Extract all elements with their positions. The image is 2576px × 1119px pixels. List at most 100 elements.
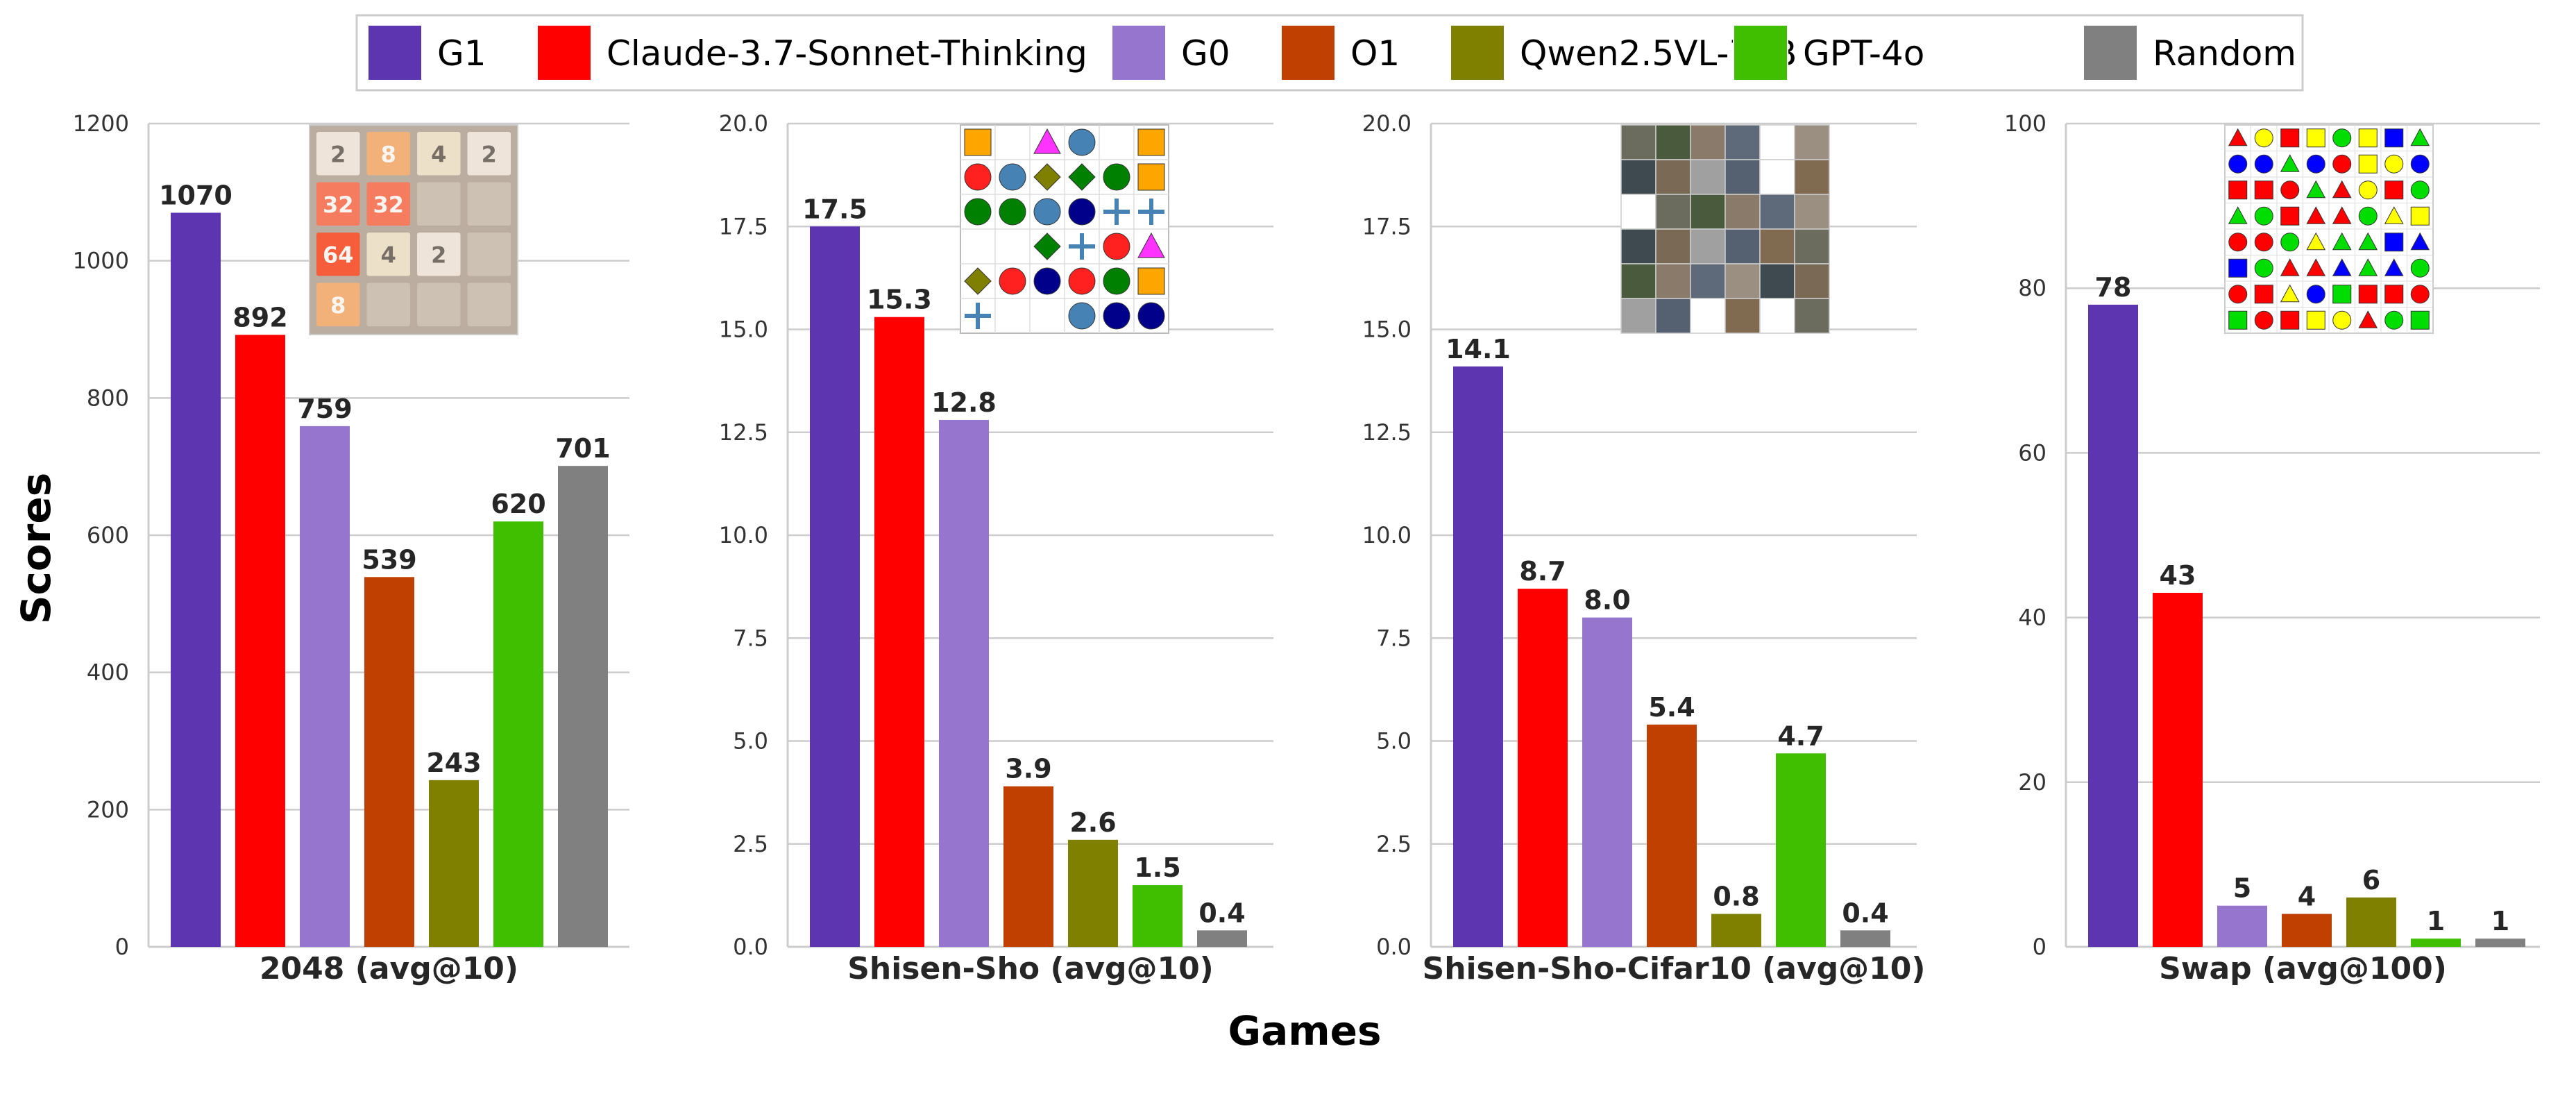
photo-tile xyxy=(1725,298,1761,334)
value-label: 1.5 xyxy=(1134,852,1180,883)
square-piece xyxy=(2228,258,2248,278)
photo-tile xyxy=(1794,159,1830,195)
board-cell xyxy=(2407,307,2434,334)
triangle-piece xyxy=(2332,180,2352,199)
tile xyxy=(467,233,511,276)
circle-piece xyxy=(2358,180,2378,200)
y-tick-label: 10.0 xyxy=(719,522,768,548)
value-label: 14.1 xyxy=(1446,334,1511,364)
legend-swatch xyxy=(1450,24,1505,81)
inset-2048-board: 2 8 4 2 32 32 64 4 2 8 xyxy=(309,124,518,335)
plus-piece xyxy=(965,303,991,329)
y-tick-label: 1000 xyxy=(73,248,129,274)
legend-swatch xyxy=(536,24,592,81)
tile xyxy=(366,182,410,226)
photo-tile xyxy=(1725,263,1761,299)
bar-o1 xyxy=(2282,914,2332,947)
square-piece xyxy=(2358,285,2378,304)
photo-tile xyxy=(1620,228,1656,264)
y-tick-label: 20.0 xyxy=(719,110,768,137)
circle-piece xyxy=(2332,154,2352,174)
diamond-piece xyxy=(1068,163,1096,191)
bar-claude-3.7-sonnet-thinking xyxy=(874,317,924,948)
triangle-piece xyxy=(2384,206,2404,224)
inset-shisen-sho-board xyxy=(960,124,1169,334)
square-piece xyxy=(1137,267,1165,295)
diamond-piece xyxy=(964,267,992,295)
y-tick-label: 800 xyxy=(87,385,129,411)
photo-tile xyxy=(1620,159,1656,195)
square-piece xyxy=(2254,180,2273,200)
category-label: Shisen-Sho (avg@10) xyxy=(847,951,1214,986)
y-tick-label: 7.5 xyxy=(733,625,768,651)
value-label: 4 xyxy=(2298,882,2316,912)
square-piece xyxy=(2384,128,2404,148)
triangle-piece xyxy=(2332,232,2352,251)
square-piece xyxy=(2410,206,2430,226)
value-label: 892 xyxy=(232,302,287,333)
value-label: 17.5 xyxy=(802,194,867,224)
inset-swap-board xyxy=(2224,124,2434,334)
y-tick-label: 20 xyxy=(2018,769,2047,796)
square-piece xyxy=(2228,310,2248,330)
square-piece xyxy=(2384,233,2404,252)
legend-item-2: G0 xyxy=(1111,24,1230,81)
bar-g0 xyxy=(2217,905,2267,947)
bar-g0 xyxy=(1582,617,1632,947)
circle-piece xyxy=(2410,258,2430,278)
legend-label: G0 xyxy=(1181,33,1230,74)
y-tick-label: 12.5 xyxy=(719,419,768,446)
y-tick-label: 15.0 xyxy=(719,317,768,343)
tile xyxy=(417,132,461,176)
legend-item-5: GPT-4o xyxy=(1733,24,1924,81)
tile-value: 4 xyxy=(431,141,446,167)
square-piece xyxy=(1137,128,1165,156)
square-piece xyxy=(2280,310,2300,330)
value-label: 243 xyxy=(426,748,481,778)
photo-tile xyxy=(1655,263,1691,299)
square-piece xyxy=(1137,163,1165,191)
value-label: 0.4 xyxy=(1842,898,1888,928)
bar-random xyxy=(1197,930,1247,947)
panel-0: 0 200 400 600 800 1000 1200 1070 892 759 539 243 620… xyxy=(73,110,629,986)
tile xyxy=(366,233,410,276)
y-tick-label: 10.0 xyxy=(1362,522,1412,548)
x-axis-title: Games xyxy=(1228,1007,1381,1054)
square-piece xyxy=(2358,154,2378,174)
triangle-piece xyxy=(2410,128,2430,146)
value-label: 0.8 xyxy=(1713,882,1759,912)
square-piece xyxy=(964,128,992,156)
tile xyxy=(316,182,360,226)
y-tick-label: 20.0 xyxy=(1362,110,1412,137)
photo-tile xyxy=(1759,194,1795,230)
photo-tile xyxy=(1655,298,1691,334)
bar-o1 xyxy=(364,577,414,947)
photo-tile xyxy=(1690,159,1726,195)
photo-tile xyxy=(1620,298,1656,334)
y-tick-label: 1200 xyxy=(73,110,129,137)
triangle-piece xyxy=(2332,206,2352,224)
triangle-piece xyxy=(2332,258,2352,276)
triangle-piece xyxy=(2280,258,2300,276)
circle-piece xyxy=(1103,233,1130,260)
empty-tile xyxy=(1620,194,1656,230)
bar-gpt-4o xyxy=(1776,753,1826,947)
square-piece xyxy=(2358,128,2378,148)
bar-random xyxy=(1840,930,1890,947)
circle-piece xyxy=(2384,310,2404,330)
value-label: 2.6 xyxy=(1069,807,1116,838)
photo-tile xyxy=(1794,228,1830,264)
circle-piece xyxy=(964,198,992,226)
bar-random xyxy=(2475,939,2525,947)
tile xyxy=(316,132,360,176)
square-piece xyxy=(2306,128,2325,148)
value-label: 4.7 xyxy=(1777,721,1824,751)
circle-piece xyxy=(2228,233,2248,252)
circle-piece xyxy=(2410,180,2430,200)
y-tick-label: 17.5 xyxy=(1362,213,1412,239)
circle-piece xyxy=(1068,198,1096,226)
circle-piece xyxy=(2254,128,2273,148)
circle-piece xyxy=(2254,233,2273,252)
y-tick-label: 80 xyxy=(2018,275,2047,301)
empty-tile xyxy=(1690,298,1726,334)
